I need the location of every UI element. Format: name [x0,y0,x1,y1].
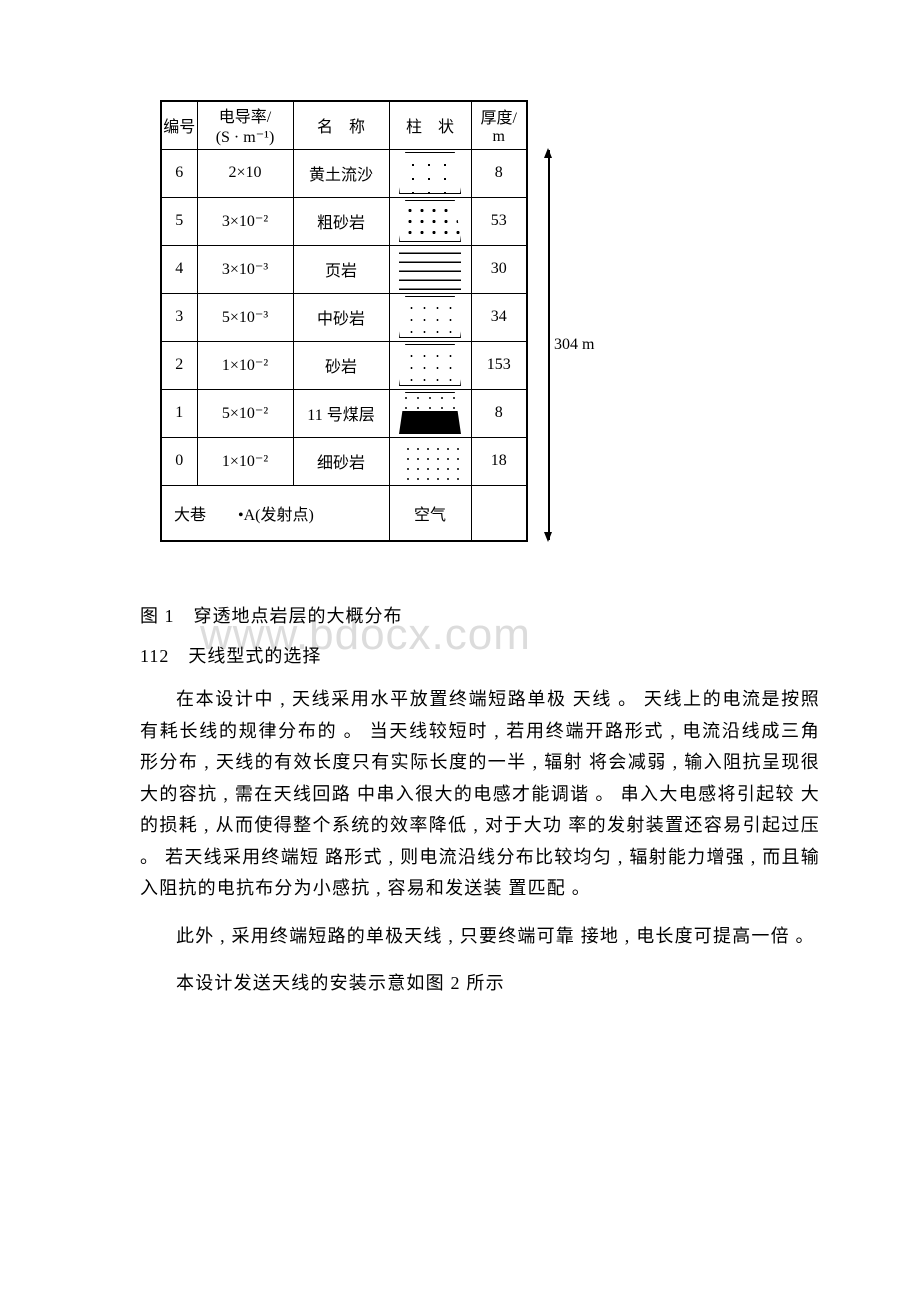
cell-cond: 3×10⁻³ [197,245,293,293]
cell-num: 2 [161,341,197,389]
cell-thick: 34 [471,293,527,341]
cell-pattern [389,389,471,437]
cell-cond: 5×10⁻² [197,389,293,437]
cell-cond: 3×10⁻² [197,197,293,245]
cell-pattern [389,437,471,485]
cell-cond: 2×10 [197,149,293,197]
cell-name: 页岩 [293,245,389,293]
cell-pattern [389,245,471,293]
table-row: 35×10⁻³中砂岩 34 [161,293,527,341]
table-row: 62×10黄土流沙 8 [161,149,527,197]
footer-row: 大巷 •A(发射点) 空气 [161,485,527,541]
depth-label: 304 m [554,336,594,354]
lithology-swatch [399,296,461,338]
figure-caption: 图 1 穿透地点岩层的大概分布 [140,602,820,628]
cell-cond: 5×10⁻³ [197,293,293,341]
footer-left-cell: 大巷 •A(发射点) [161,485,389,541]
header-num: 编号 [161,101,197,149]
cell-pattern [389,149,471,197]
cell-thick: 18 [471,437,527,485]
cell-num: 1 [161,389,197,437]
geology-figure: 编号 电导率/ (S · m⁻¹) 名 称 柱 状 厚度/ m 62×10黄土流… [160,100,600,542]
geology-table: 编号 电导率/ (S · m⁻¹) 名 称 柱 状 厚度/ m 62×10黄土流… [160,100,528,542]
paragraph-1: 在本设计中 , 天线采用水平放置终端短路单极 天线 。 天线上的电流是按照有耗长… [140,684,820,905]
cell-num: 0 [161,437,197,485]
cell-num: 3 [161,293,197,341]
cell-num: 4 [161,245,197,293]
cell-cond: 1×10⁻² [197,341,293,389]
header-thick: 厚度/ m [471,101,527,149]
header-cond: 电导率/ (S · m⁻¹) [197,101,293,149]
lithology-swatch [399,248,461,290]
cell-num: 6 [161,149,197,197]
cell-name: 中砂岩 [293,293,389,341]
cell-thick: 8 [471,389,527,437]
cell-name: 砂岩 [293,341,389,389]
cell-num: 5 [161,197,197,245]
cond-unit: (S · m⁻¹) [216,129,275,146]
footer-pattern-cell: 空气 [389,485,471,541]
footer-empty [471,485,527,541]
cond-label: 电导率/ [219,109,271,126]
table-row: 21×10⁻²砂岩 153 [161,341,527,389]
table-row: 53×10⁻²粗砂岩 53 [161,197,527,245]
paragraph-2: 此外 , 采用终端短路的单极天线 , 只要终端可靠 接地 , 电长度可提高一倍 … [140,921,820,953]
cell-name: 粗砂岩 [293,197,389,245]
arrow-line [548,150,550,540]
table-row: 01×10⁻²细砂岩 18 [161,437,527,485]
cell-pattern [389,197,471,245]
header-name: 名 称 [293,101,389,149]
emitter-label: 大巷 •A(发射点) [174,501,314,525]
lithology-swatch [399,392,461,434]
lithology-swatch [399,344,461,386]
cell-thick: 153 [471,341,527,389]
cell-name: 11 号煤层 [293,389,389,437]
cell-pattern [389,293,471,341]
cell-thick: 53 [471,197,527,245]
cell-pattern [389,341,471,389]
cell-cond: 1×10⁻² [197,437,293,485]
table-row: 15×10⁻²11 号煤层 8 [161,389,527,437]
lithology-swatch [399,440,461,482]
cell-thick: 30 [471,245,527,293]
thick-label: 厚度/ [481,110,517,127]
lithology-swatch [399,200,461,242]
header-pattern: 柱 状 [389,101,471,149]
cell-name: 细砂岩 [293,437,389,485]
cell-thick: 8 [471,149,527,197]
section-title: 112 天线型式的选择 [140,642,820,668]
lithology-swatch [399,152,461,194]
table-row: 43×10⁻³页岩 30 [161,245,527,293]
thick-unit: m [493,128,505,145]
cell-name: 黄土流沙 [293,149,389,197]
header-row: 编号 电导率/ (S · m⁻¹) 名 称 柱 状 厚度/ m [161,101,527,149]
paragraph-3: 本设计发送天线的安装示意如图 2 所示 [140,968,820,1000]
depth-arrow: 304 m [540,150,592,540]
